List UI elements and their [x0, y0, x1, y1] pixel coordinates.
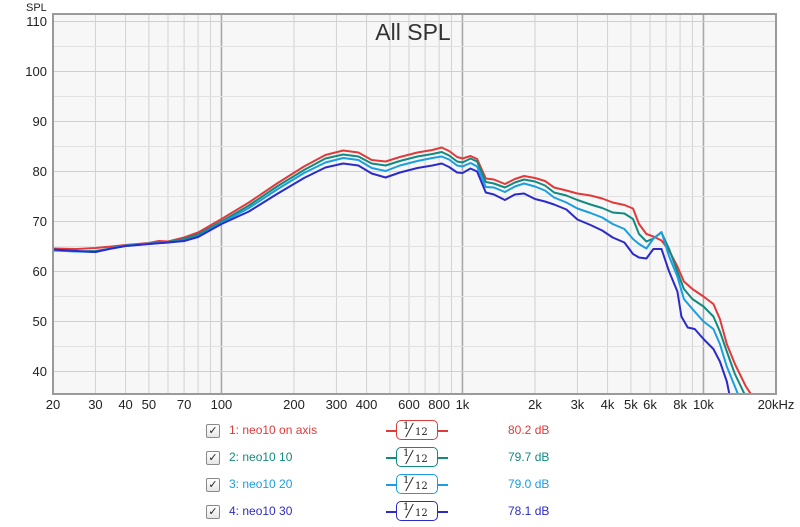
y-tick-label: 110: [26, 14, 47, 29]
y-tick-label: 90: [33, 114, 47, 129]
y-tick-label: 100: [25, 64, 47, 79]
x-tick-label: 1k: [456, 397, 470, 412]
x-tick-label: 20: [46, 397, 60, 412]
x-tick-label: 20kHz: [758, 397, 795, 412]
x-tick-label: 3k: [571, 397, 585, 412]
legend-average-value: 78.1 dB: [508, 504, 550, 518]
smoothing-numerator: 1: [403, 502, 410, 513]
smoothing-denominator: 12: [415, 481, 428, 492]
plot-frame: [52, 13, 777, 395]
x-tick-label: 10k: [693, 397, 714, 412]
x-tick-label: 2k: [528, 397, 542, 412]
x-tick-label: 70: [177, 397, 191, 412]
legend-checkbox[interactable]: ✓: [206, 451, 220, 465]
y-tick-label: 50: [33, 314, 47, 329]
legend-label: 3: neo10 20: [229, 477, 293, 491]
legend-average-value: 79.7 dB: [508, 450, 550, 464]
x-tick-label: 40: [118, 397, 132, 412]
smoothing-denominator: 12: [415, 454, 428, 465]
chart-title: All SPL: [375, 19, 451, 45]
x-tick-label: 6k: [643, 397, 657, 412]
legend-average-value: 80.2 dB: [508, 423, 550, 437]
y-axis-label: SPL: [26, 2, 47, 14]
smoothing-denominator: 12: [415, 508, 428, 519]
smoothing-numerator: 1: [403, 475, 410, 486]
y-tick-label: 60: [33, 264, 47, 279]
smoothing-selector[interactable]: 1 12: [396, 447, 438, 467]
legend-checkbox[interactable]: ✓: [206, 424, 220, 438]
x-tick-label: 400: [356, 397, 378, 412]
series-line-4: [53, 162, 731, 394]
legend-checkbox[interactable]: ✓: [206, 478, 220, 492]
series-line-3: [53, 155, 739, 394]
x-tick-label: 600: [398, 397, 420, 412]
x-tick-label: 800: [428, 397, 450, 412]
y-tick-label: 80: [33, 164, 47, 179]
x-tick-label: 300: [326, 397, 348, 412]
x-tick-label: 4k: [601, 397, 615, 412]
x-tick-label: 30: [88, 397, 102, 412]
x-tick-label: 50: [142, 397, 156, 412]
y-tick-label: 70: [33, 214, 47, 229]
smoothing-numerator: 1: [403, 421, 410, 432]
y-tick-label: 40: [33, 364, 47, 379]
legend-label: 2: neo10 10: [229, 450, 293, 464]
smoothing-selector[interactable]: 1 12: [396, 420, 438, 440]
smoothing-numerator: 1: [403, 448, 410, 459]
smoothing-denominator: 12: [415, 427, 428, 438]
plot-area: [52, 13, 777, 395]
x-tick-label: 5k: [624, 397, 638, 412]
smoothing-selector[interactable]: 1 12: [396, 474, 438, 494]
x-tick-label: 200: [283, 397, 305, 412]
x-tick-label: 8k: [673, 397, 687, 412]
legend-average-value: 79.0 dB: [508, 477, 550, 491]
legend-label: 4: neo10 30: [229, 504, 293, 518]
x-tick-label: 100: [211, 397, 233, 412]
legend-label: 1: neo10 on axis: [229, 423, 318, 437]
smoothing-selector[interactable]: 1 12: [396, 501, 438, 521]
legend-checkbox[interactable]: ✓: [206, 505, 220, 519]
series-line-2: [53, 151, 746, 394]
